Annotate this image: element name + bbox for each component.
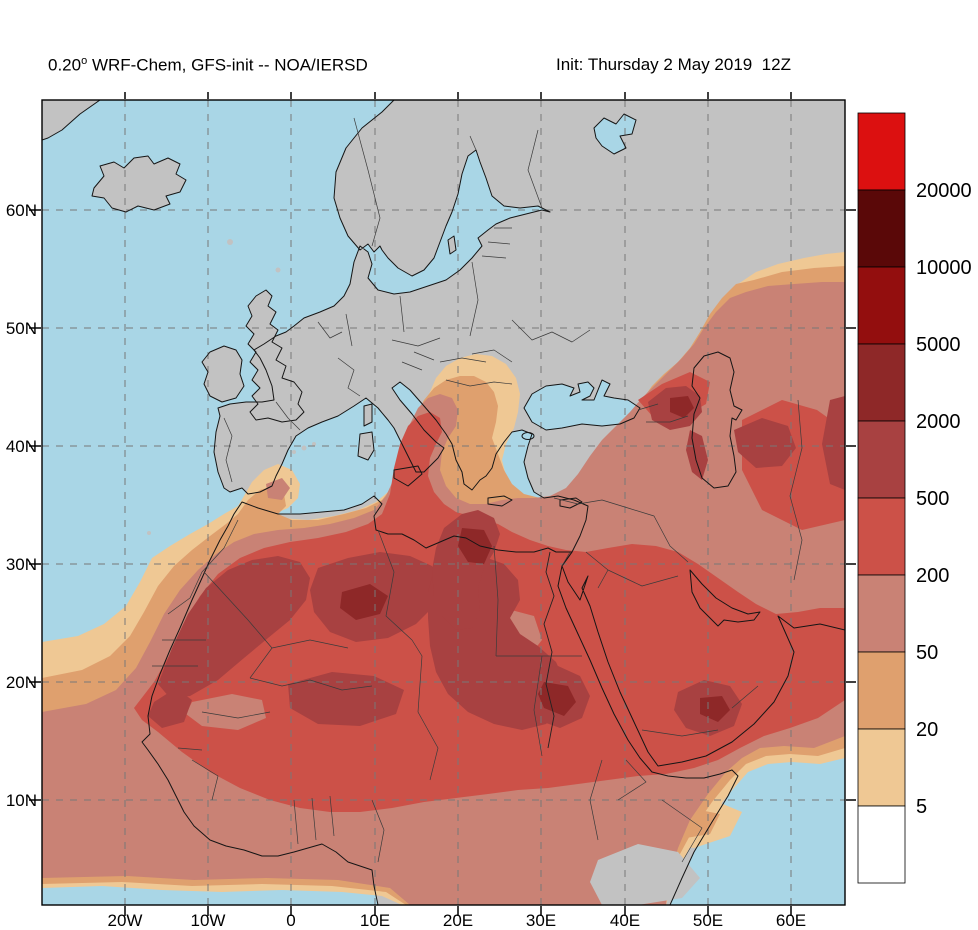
lon-label: 10W [191,911,226,930]
colorbar-cell [857,805,906,884]
colorbar-cell [857,728,906,807]
ireland-land [202,346,244,402]
dust-level-2000-5000 [340,396,730,722]
map-frame [41,99,846,906]
ethiopia-gray-patch [590,844,700,905]
lon-label: 10E [360,911,390,930]
colorbar-label: 5000 [916,334,961,356]
lat-label: 50N [6,319,37,338]
lat-label: 40N [6,437,37,456]
colorbar-cell [857,497,906,576]
colorbar-cell [857,343,906,422]
degree-symbol: o [81,55,88,67]
lon-label: 0 [286,911,295,930]
init-time-line: Init: Thursday 2 May 2019 12Z [556,55,791,74]
latitude-labels: 60N 50N 40N 30N 20N 10N [6,201,37,810]
colorbar-cell [857,266,906,345]
colorbar-label: 10000 [916,257,972,279]
gotland-land [448,236,456,254]
colorbar-label: 200 [916,565,949,587]
colorbar-cell [857,574,906,653]
colorbar-cell [857,189,906,268]
lat-label: 30N [6,555,37,574]
model-title-line: 0.20o WRF-Chem, GFS-init -- NOA/IERSD [48,55,368,75]
shetland-islands [275,267,281,273]
lon-label: 20E [443,911,473,930]
lon-label: 40E [610,911,640,930]
colorbar-label: 500 [916,488,949,510]
colorbar-cell [857,112,906,191]
colorbar-label: 5 [916,796,927,818]
country-borders [152,117,803,863]
lon-label: 20W [108,911,143,930]
brick-senegal [148,688,192,728]
black-sea [524,380,640,430]
white-sea [594,114,636,154]
colorbar-label: 50 [916,642,938,664]
lon-label: 30E [526,911,556,930]
brick-nw-iran [734,418,796,468]
balearic-island [301,445,307,451]
colorbar-cell [857,420,906,499]
colorbar-label: 2000 [916,411,961,433]
brick-mauritania [158,556,310,698]
pale-patch-spain [266,478,290,500]
dust-level-500-2000 [148,386,845,736]
brick-caspian-west [686,430,708,480]
colorbar-label: 20 [916,719,938,741]
balearic-island [292,450,296,454]
madeira-island [147,531,151,535]
colorbar [857,112,906,884]
persian-gulf-coast [689,569,761,627]
nile-river [543,551,555,749]
colorbar-cell [857,651,906,730]
pale-patch-mali [186,694,266,730]
brick-sahel [288,672,404,726]
colorbar-label: 20000 [916,180,972,202]
lat-label: 60N [6,201,37,220]
lon-label: 50E [693,911,723,930]
balearic-island [312,442,316,446]
axis-ticks [29,92,856,916]
iceland-land [92,156,186,212]
longitude-labels: 20W 10W 0 10E 20E 30E 40E 50E 60E [108,911,807,930]
dark-cyrenaica [458,528,492,564]
coastlines [42,100,845,905]
colorbar-labels: 20000 10000 5000 2000 500 200 50 20 5 [916,180,972,818]
lon-label: 60E [776,911,806,930]
brick-right-edge [822,396,845,490]
dark-algeria [340,584,388,620]
lat-label: 20N [6,673,37,692]
faroe-islands [227,239,233,245]
lat-label: 10N [6,791,37,810]
corsica-land [364,404,372,426]
map-area [42,100,845,905]
dark-azerbaijan [670,396,694,418]
